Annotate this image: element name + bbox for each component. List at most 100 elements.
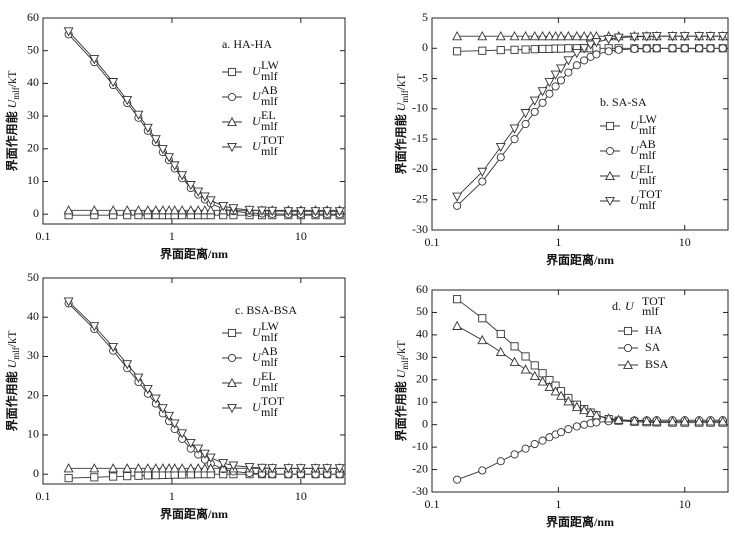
marker — [452, 192, 463, 202]
panel-label-sub: mlf — [642, 304, 659, 318]
marker — [509, 124, 520, 134]
marker — [521, 119, 530, 129]
x-tick-label: 10 — [679, 497, 691, 511]
marker — [550, 386, 561, 396]
marker — [244, 205, 255, 216]
y-axis-title-text: 界面作用能 — [4, 371, 19, 431]
marker — [538, 436, 547, 445]
marker — [150, 205, 161, 215]
x-tick-label: 1 — [169, 489, 175, 503]
y-tick-label: -20 — [412, 161, 428, 175]
marker — [169, 463, 180, 473]
y-axis-var: U — [5, 98, 19, 108]
y-tick-label: 10 — [27, 173, 39, 187]
x-axis-title: 界面距离/nm — [546, 252, 614, 267]
series-line — [68, 31, 340, 212]
y-tick-label: 0 — [33, 466, 39, 480]
marker — [592, 50, 601, 59]
marker — [572, 422, 581, 431]
marker — [193, 205, 204, 215]
y-tick-label: 10 — [27, 427, 39, 441]
y-axis-sub: mlf — [11, 347, 21, 360]
y-tick-label: 20 — [27, 141, 39, 155]
marker — [218, 459, 229, 469]
legend-sub: mlf — [639, 148, 656, 162]
marker — [478, 177, 487, 186]
panel-label-text: a. HA-HA — [222, 37, 272, 51]
legend-sub: mlf — [261, 405, 278, 419]
marker — [295, 207, 306, 217]
marker — [90, 473, 99, 482]
y-tick-label: 60 — [416, 282, 428, 296]
marker — [122, 360, 133, 370]
marker — [63, 297, 74, 307]
marker — [641, 415, 652, 426]
marker — [544, 381, 555, 392]
panel-label-text: b. SA-SA — [600, 95, 647, 109]
marker — [133, 205, 144, 215]
legend-marker — [623, 359, 633, 370]
legend-sup: LW — [261, 58, 279, 72]
marker — [510, 45, 519, 54]
panel-label-var: U — [625, 299, 635, 313]
marker — [157, 205, 168, 215]
x-tick-label: 0.1 — [425, 235, 440, 249]
marker — [496, 457, 505, 466]
marker — [652, 44, 661, 53]
marker — [591, 38, 602, 48]
marker — [717, 32, 728, 42]
marker — [108, 78, 119, 88]
y-axis-unit: /kT — [394, 73, 408, 90]
marker — [545, 89, 554, 98]
marker — [89, 55, 100, 65]
y-tick-label: -10 — [412, 439, 428, 453]
y-axis-unit: /kT — [394, 340, 408, 357]
marker — [509, 31, 520, 41]
series-line — [68, 303, 340, 475]
marker — [133, 110, 144, 120]
marker — [510, 342, 519, 351]
legend-marker — [227, 403, 237, 414]
y-tick-label: 30 — [27, 108, 39, 122]
legend-sub: mlf — [261, 144, 278, 158]
marker — [563, 31, 574, 41]
y-tick-label: -20 — [412, 461, 428, 475]
panel-label-sup: TOT — [642, 294, 666, 308]
marker — [629, 415, 640, 425]
marker — [642, 44, 651, 53]
y-tick-label: 40 — [27, 75, 39, 89]
marker — [520, 31, 531, 41]
marker — [193, 463, 204, 473]
plot-frame — [431, 17, 729, 231]
marker — [679, 416, 690, 426]
marker — [108, 463, 119, 473]
y-axis-title: 界面作用能 Umlf/kT — [4, 330, 21, 432]
marker — [550, 70, 561, 80]
y-tick-label: -10 — [412, 101, 428, 115]
marker — [164, 153, 175, 163]
marker — [571, 401, 582, 411]
marker — [521, 444, 530, 453]
marker — [478, 314, 487, 323]
y-tick-label: 0 — [422, 40, 428, 54]
legend-marker — [605, 146, 615, 156]
legend-marker — [623, 343, 633, 353]
marker — [705, 32, 716, 42]
y-axis-title-text: 界面作用能 — [4, 111, 19, 171]
legend-var: U — [630, 168, 640, 182]
series-line — [68, 301, 340, 469]
marker — [453, 201, 462, 210]
y-tick-label: 40 — [416, 327, 428, 341]
marker — [529, 31, 540, 41]
marker — [478, 466, 487, 475]
legend-marker — [227, 67, 237, 77]
legend-marker — [623, 326, 633, 336]
marker — [150, 463, 161, 473]
marker — [538, 369, 547, 378]
y-axis-sub: mlf — [400, 90, 410, 103]
marker — [108, 205, 119, 215]
marker — [477, 31, 488, 41]
marker — [228, 204, 239, 214]
legend-var: U — [630, 143, 640, 157]
